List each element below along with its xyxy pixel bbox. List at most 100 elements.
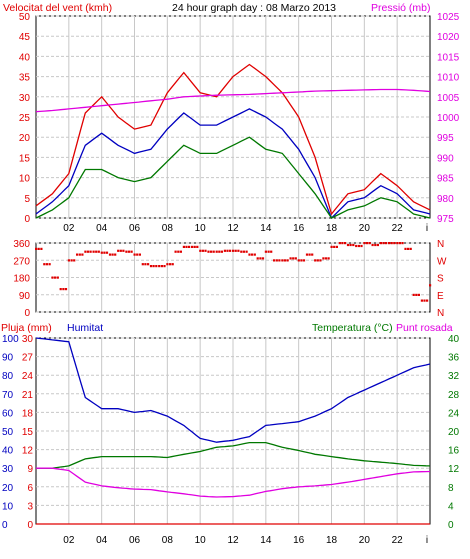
- direction-point: [133, 253, 136, 256]
- direction-point: [363, 242, 366, 245]
- direction-point: [335, 245, 338, 248]
- temperature-label: Temperatura (°C): [312, 322, 393, 334]
- temperature-y-tick: 0: [448, 520, 454, 531]
- direction-point: [73, 259, 76, 262]
- direction-point: [327, 257, 330, 260]
- direction-point: [196, 245, 199, 248]
- pressure-y-tick: 1010: [437, 73, 460, 84]
- direction-point: [149, 265, 153, 268]
- rain-y-tick: 90: [2, 353, 14, 364]
- x-tick-label: 04: [96, 535, 108, 546]
- x-end-mark: i: [426, 223, 428, 234]
- direction-point: [237, 249, 240, 252]
- x-tick-label: 16: [293, 535, 305, 546]
- direction-point: [360, 244, 363, 248]
- temperature-y-tick: 12: [448, 464, 460, 475]
- direction-point: [48, 263, 51, 266]
- pressure-y-tick: 985: [437, 174, 454, 185]
- series-humitat: [35, 337, 431, 443]
- direction-point: [245, 250, 248, 253]
- direction-point: [333, 245, 336, 248]
- direction-y-tick: 270: [13, 256, 30, 267]
- temperature-y-tick: 20: [448, 427, 460, 438]
- direction-point: [267, 250, 270, 253]
- humidity-y-tick: 15: [22, 427, 34, 438]
- direction-point: [251, 253, 254, 256]
- direction-point: [67, 259, 70, 262]
- direction-point: [294, 257, 297, 260]
- direction-point: [76, 253, 79, 256]
- direction-point: [344, 242, 347, 245]
- direction-point: [374, 243, 377, 247]
- direction-point: [54, 276, 57, 279]
- direction-point: [292, 257, 295, 260]
- direction-y-tick: 0: [24, 308, 30, 319]
- x-end-mark: i: [426, 535, 428, 546]
- direction-point: [100, 251, 103, 254]
- temperature-y-tick: 16: [448, 446, 460, 457]
- direction-point: [253, 253, 256, 256]
- humidity-y-tick: 30: [22, 334, 34, 345]
- direction-point: [297, 259, 300, 262]
- pressure-y-tick: 980: [437, 194, 454, 205]
- x-tick-label: 06: [129, 223, 141, 234]
- direction-point: [409, 247, 412, 250]
- chart-title: 24 hour graph day : 08 Marzo 2013: [172, 2, 336, 14]
- direction-point: [314, 259, 317, 262]
- direction-point: [179, 250, 182, 253]
- direction-point: [166, 263, 169, 266]
- x-tick-label: 12: [227, 223, 239, 234]
- rain-y-tick: 20: [2, 483, 14, 494]
- wind-y-tick: 25: [19, 113, 31, 124]
- direction-point: [210, 250, 213, 253]
- direction-point: [70, 259, 73, 262]
- wind-y-tick: 40: [19, 52, 31, 63]
- direction-y-tick: 360: [13, 239, 30, 250]
- direction-point: [141, 263, 144, 266]
- direction-point: [138, 253, 141, 256]
- x-tick-label: 18: [326, 535, 338, 546]
- wind-y-tick: 10: [19, 174, 31, 185]
- direction-point: [182, 245, 185, 248]
- direction-point: [97, 250, 100, 253]
- direction-point: [388, 242, 391, 245]
- direction-point: [407, 247, 410, 250]
- direction-point: [264, 250, 267, 253]
- x-tick-label: 08: [162, 535, 174, 546]
- direction-point: [226, 249, 229, 252]
- direction-point: [352, 243, 355, 247]
- direction-point: [283, 259, 287, 262]
- direction-point: [426, 299, 429, 302]
- temperature-y-tick: 36: [448, 353, 460, 364]
- x-tick-label: 22: [392, 535, 404, 546]
- direction-point: [218, 250, 221, 253]
- direction-point: [177, 250, 180, 253]
- wind-y-tick: 30: [19, 93, 31, 104]
- direction-point: [305, 253, 309, 256]
- compass-label: S: [437, 274, 444, 285]
- direction-point: [84, 250, 87, 253]
- direction-point: [322, 257, 325, 260]
- humidity-y-tick: 27: [22, 353, 34, 364]
- direction-y-tick: 180: [13, 274, 30, 285]
- direction-point: [193, 245, 196, 248]
- direction-point: [171, 263, 174, 266]
- direction-point: [396, 242, 399, 245]
- direction-point: [144, 263, 147, 266]
- pressure-y-tick: 1005: [437, 93, 460, 104]
- direction-point: [89, 250, 92, 253]
- direction-point: [51, 276, 54, 279]
- direction-point: [188, 245, 191, 248]
- direction-point: [259, 257, 262, 260]
- x-tick-label: 16: [293, 223, 305, 234]
- compass-label: W: [437, 256, 447, 267]
- direction-point: [349, 243, 352, 247]
- compass-label: N: [437, 308, 444, 319]
- wind-y-tick: 45: [19, 32, 31, 43]
- pressure-y-tick: 975: [437, 214, 454, 225]
- direction-point: [62, 288, 65, 291]
- x-tick-label: 02: [63, 535, 75, 546]
- direction-point: [357, 244, 360, 248]
- temperature-y-tick: 24: [448, 408, 460, 419]
- direction-point: [59, 288, 62, 291]
